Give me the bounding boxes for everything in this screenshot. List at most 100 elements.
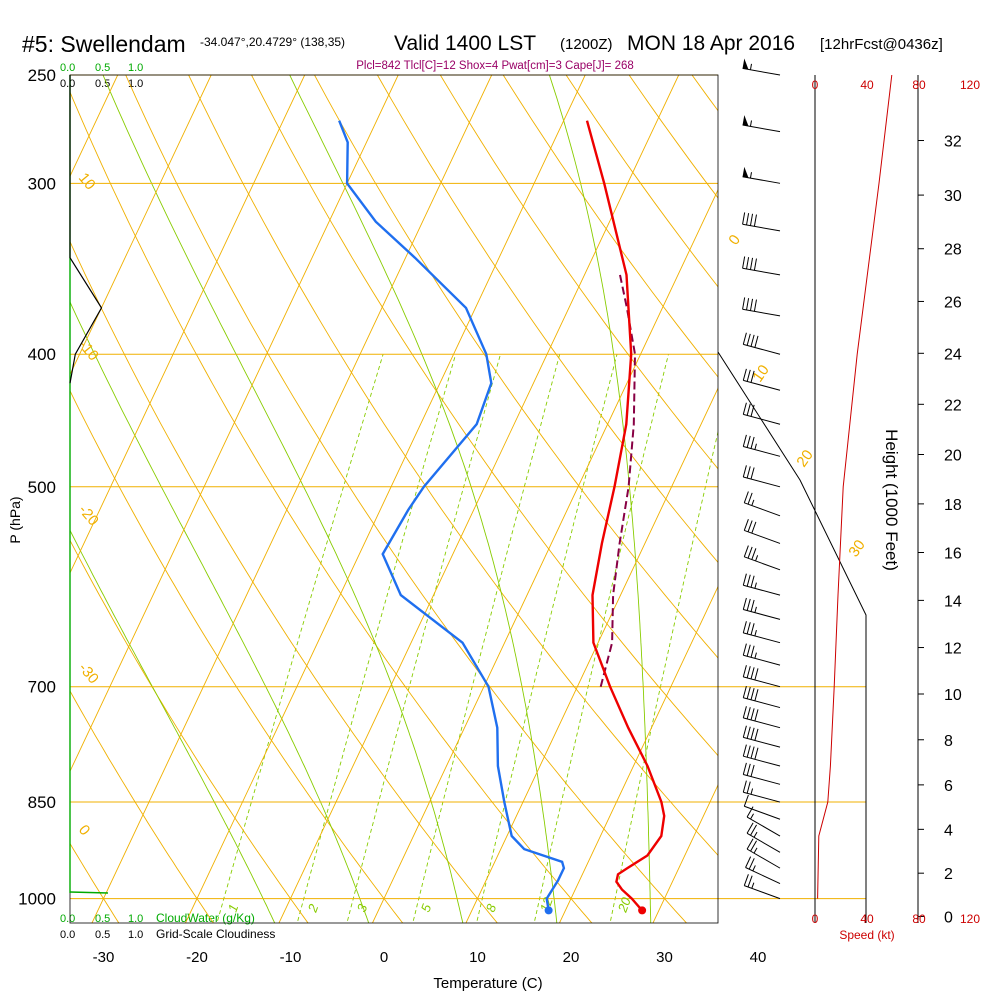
wind-barb xyxy=(746,832,781,853)
barb-feather xyxy=(742,256,746,269)
station-coords: -34.047°,20.4729° (138,35) xyxy=(200,35,345,49)
barb-half xyxy=(754,582,757,589)
barb-half xyxy=(753,847,758,854)
speed-tick: 40 xyxy=(860,78,874,92)
barb-feather xyxy=(747,492,753,505)
dry-adiabat xyxy=(691,75,718,112)
height-tick: 12 xyxy=(944,641,962,658)
barb-half xyxy=(752,865,756,872)
temperature-trace xyxy=(585,120,666,912)
barb-half xyxy=(750,788,754,795)
dry-adiabat xyxy=(250,75,718,757)
barb-feather xyxy=(751,521,757,534)
isotherm-label: 10 xyxy=(75,170,99,194)
cloud-tick: 1.0 xyxy=(128,78,143,90)
wind-barb xyxy=(743,476,781,488)
wind-barb xyxy=(743,697,781,709)
pressure-tick: 250 xyxy=(28,66,56,85)
barb-pennant xyxy=(742,58,749,70)
barb-feather xyxy=(746,435,751,448)
barb-feather xyxy=(743,794,749,807)
barb-half xyxy=(751,499,755,506)
height-tick: 32 xyxy=(944,134,962,151)
dry-adiabat xyxy=(70,90,593,923)
wind-barb xyxy=(743,773,781,785)
cloud-tick: 1.0 xyxy=(128,929,143,941)
dewpoint-trace xyxy=(338,120,566,911)
barb-feather xyxy=(750,370,755,383)
height-tick: 10 xyxy=(944,687,962,704)
isotherm-line xyxy=(465,387,718,923)
barb-feather xyxy=(742,706,747,718)
height-tick: 0 xyxy=(944,909,953,926)
barb-feather xyxy=(746,257,750,270)
barb-half xyxy=(754,443,757,450)
height-tick: 20 xyxy=(944,447,962,464)
station-title: #5: Swellendam xyxy=(22,31,186,57)
barb-feather xyxy=(747,520,753,532)
cloudwater-surface xyxy=(69,891,109,894)
wind-barb xyxy=(742,176,781,184)
dry-adiabat xyxy=(188,75,718,856)
barb-feather xyxy=(750,334,755,347)
stability-indices: Plcl=842 Tlcl[C]=12 Shox=4 Pwat[cm]=3 Ca… xyxy=(356,60,634,72)
mixing-ratio-label: 20 xyxy=(614,895,634,915)
barb-pennant xyxy=(742,166,749,178)
wind-barb xyxy=(743,791,781,803)
barb-feather xyxy=(742,762,747,775)
wind-barbs xyxy=(742,58,781,900)
barb-feather xyxy=(753,258,757,271)
forecast-date: MON 18 Apr 2016 xyxy=(627,32,795,55)
mixing-ratio-label: 5 xyxy=(418,901,435,914)
wind-barb xyxy=(742,308,781,317)
height-tick: 8 xyxy=(944,733,953,750)
moist-adiabat xyxy=(744,75,770,928)
barb-feather xyxy=(746,403,751,416)
wind-barb xyxy=(744,805,781,820)
temperature-ticks: -30 -20 -10 0 10 20 30 40 xyxy=(93,949,767,966)
wind-barb xyxy=(746,848,781,869)
dry-adiabat xyxy=(70,842,120,923)
barb-feather xyxy=(742,368,747,381)
mixing-ratio-line xyxy=(216,354,384,923)
barb-feather xyxy=(749,298,754,311)
barb-feather xyxy=(746,763,751,776)
isotherm-label: 0 xyxy=(725,232,744,249)
dry-adiabat xyxy=(439,75,718,470)
isotherm-line xyxy=(70,75,212,376)
barb-feather xyxy=(747,546,753,559)
barb-half xyxy=(754,652,757,659)
barb-feather xyxy=(742,744,747,757)
pressure-tick: 700 xyxy=(28,678,56,697)
wind-barb xyxy=(743,584,781,596)
mixing-ratio-line xyxy=(412,354,561,923)
pressure-ticks: 250 300 400 500 700 850 1000 xyxy=(18,66,56,909)
cloud-tick: 0.0 xyxy=(60,913,75,925)
speed-tick: 120 xyxy=(960,912,980,926)
mixing-ratio-line xyxy=(346,354,501,923)
isotherm-line xyxy=(70,75,399,773)
wind-speed-trace xyxy=(817,74,893,899)
wind-barb xyxy=(743,609,781,620)
barb-feather xyxy=(746,622,751,635)
barb-feather xyxy=(746,822,754,834)
barb-half xyxy=(750,813,754,820)
height-tick: 18 xyxy=(944,497,962,514)
speed-tick: 40 xyxy=(860,912,874,926)
pressure-tick: 1000 xyxy=(18,890,56,909)
wind-barb xyxy=(743,446,781,457)
barb-feather xyxy=(742,332,747,345)
barb-feather xyxy=(750,840,757,852)
barb-half xyxy=(749,120,752,127)
dry-adiabat xyxy=(313,75,718,659)
cloud-tick: 1.0 xyxy=(128,913,143,925)
barb-feather xyxy=(742,685,747,698)
moist-adiabat xyxy=(548,75,652,923)
isotherm-line xyxy=(931,75,1000,928)
wind-barb xyxy=(744,529,781,544)
barb-feather xyxy=(746,806,754,818)
height-tick: 6 xyxy=(944,778,953,795)
barb-feather xyxy=(750,623,755,636)
